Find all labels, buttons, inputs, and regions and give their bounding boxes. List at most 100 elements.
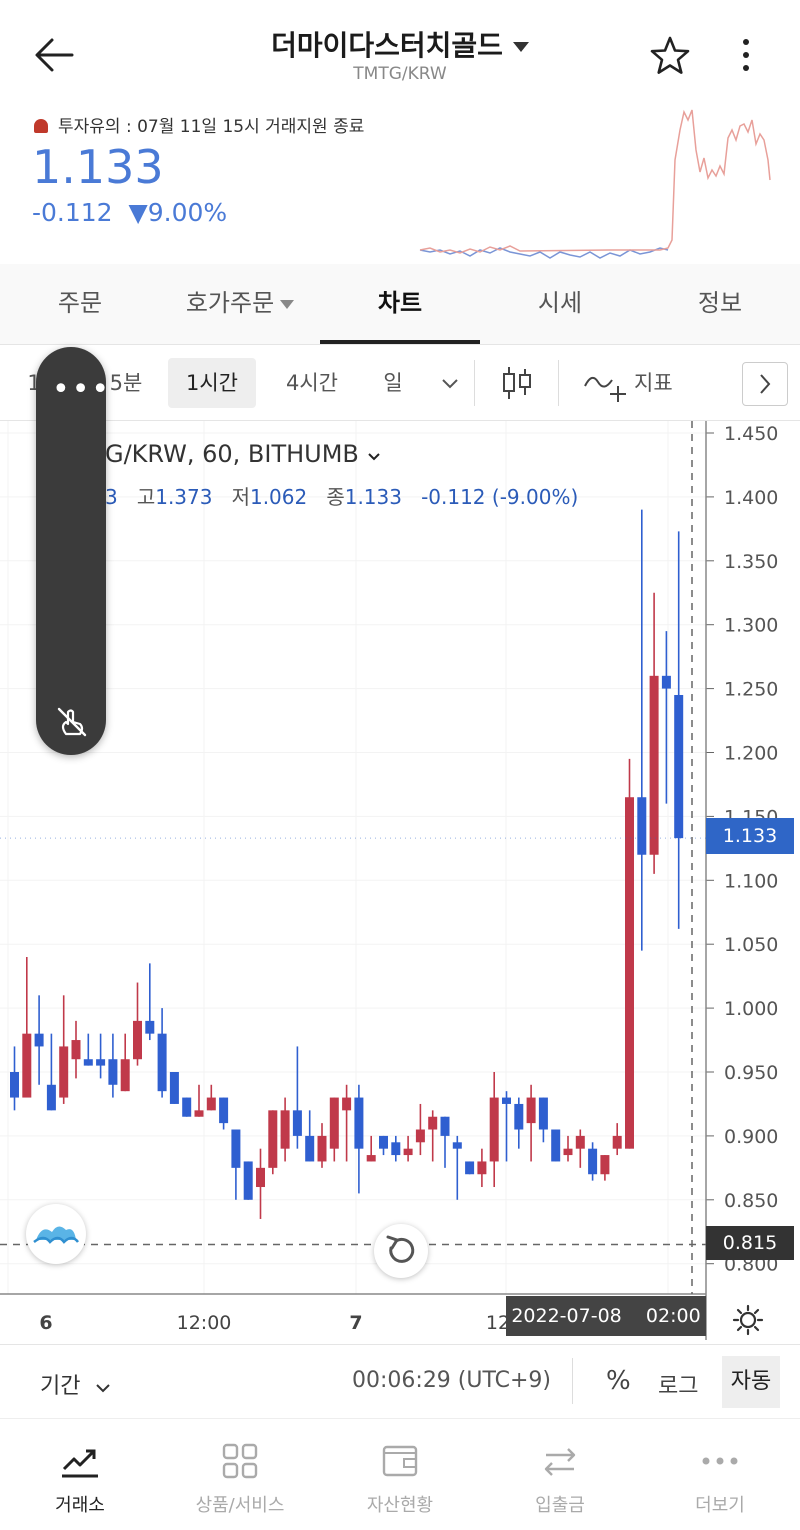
candle-body	[415, 1129, 425, 1143]
interval-dropdown[interactable]	[430, 358, 470, 408]
chart-type-button[interactable]	[494, 358, 540, 408]
candle-body	[120, 1059, 130, 1092]
divider	[572, 1358, 573, 1404]
x-tick-label: 6	[39, 1312, 52, 1334]
page-title[interactable]: 더마이다스터치골드	[0, 24, 800, 64]
percent-scale-toggle[interactable]: %	[606, 1366, 631, 1396]
candle-body	[157, 1033, 167, 1092]
chart-background	[0, 421, 800, 1294]
candle-body	[588, 1148, 598, 1175]
logo-icon	[33, 1226, 79, 1244]
candle-body	[575, 1135, 585, 1149]
log-scale-toggle[interactable]: 로그	[658, 1374, 699, 1399]
interval-day[interactable]: 일	[383, 371, 403, 395]
crosshair-time-tag: 2022-07-08 02:00	[506, 1296, 706, 1336]
candle-body	[305, 1135, 315, 1162]
candle-body	[194, 1110, 204, 1117]
bell-icon	[34, 119, 48, 133]
y-tick-label: 1.400	[724, 487, 778, 509]
y-tick-label: 1.350	[724, 551, 778, 573]
y-tick-label: 1.250	[724, 679, 778, 701]
candle-body	[292, 1110, 302, 1136]
back-button[interactable]	[30, 30, 80, 80]
candle-body	[538, 1097, 548, 1130]
nav-label: 더보기	[695, 1495, 745, 1516]
chevron-right-icon	[760, 374, 771, 394]
candle-body	[526, 1097, 536, 1124]
tab-info[interactable]: 정보	[697, 289, 743, 317]
tab-chart[interactable]: 차트	[320, 264, 480, 344]
tab-order[interactable]: 주문	[57, 289, 103, 317]
indicator-icon	[584, 376, 626, 402]
more-horizontal-icon[interactable]: •••	[52, 372, 112, 407]
floating-toolbar[interactable]	[36, 347, 106, 755]
y-tick-label: 1.300	[724, 615, 778, 637]
y-tick-label: 0.850	[724, 1190, 778, 1212]
y-tick-label: 1.450	[724, 423, 778, 445]
trend-icon	[62, 1449, 98, 1478]
nav-assets[interactable]: 자산현황	[320, 1419, 480, 1530]
y-tick-label: 1.000	[724, 998, 778, 1020]
candle-body	[329, 1097, 339, 1149]
candle-body	[391, 1142, 401, 1156]
candle-body	[231, 1129, 241, 1168]
chevron-down-icon	[442, 379, 458, 389]
brand-logo-button[interactable]	[26, 1204, 86, 1264]
candle-body	[489, 1097, 499, 1162]
toolbar-next-button[interactable]	[742, 362, 788, 406]
wallet-icon	[382, 1445, 418, 1477]
interval-5m[interactable]: 5분	[109, 371, 143, 395]
candle-body	[219, 1097, 229, 1124]
dropdown-caret-icon	[280, 299, 295, 309]
nav-label: 자산현황	[366, 1495, 434, 1516]
candle-body	[477, 1161, 487, 1175]
candle-body	[514, 1103, 524, 1130]
candle-body	[96, 1059, 106, 1066]
y-tick-label: 1.100	[724, 870, 778, 892]
more-icon	[702, 1457, 738, 1465]
chart-settings-button[interactable]	[732, 1304, 764, 1340]
sparkline-chart	[419, 109, 771, 259]
auto-scale-toggle[interactable]: 자동	[722, 1356, 780, 1408]
candlestick-icon	[503, 367, 531, 399]
candle-body	[551, 1129, 561, 1162]
timezone-clock[interactable]: 00:06:29 (UTC+9)	[352, 1368, 552, 1393]
tab-market[interactable]: 시세	[537, 289, 583, 317]
candle-body	[145, 1020, 155, 1034]
period-dropdown[interactable]: 기간	[40, 1368, 111, 1400]
divider	[0, 1344, 800, 1345]
nav-exchange[interactable]: 거래소	[0, 1419, 160, 1530]
y-tick-label: 0.900	[724, 1126, 778, 1148]
candle-body	[22, 1033, 32, 1098]
candle-body	[34, 1033, 44, 1047]
warning-notice: 투자유의 : 07월 11일 15시 거래지원 종료	[34, 112, 364, 137]
more-options-button[interactable]	[738, 36, 754, 80]
candle-body	[59, 1046, 69, 1098]
candle-body	[600, 1155, 610, 1175]
ohlc-legend: 3 고1.373 저1.062 종1.133 -0.112 (-9.00%)	[105, 485, 579, 509]
nav-products[interactable]: 상품/서비스	[160, 1419, 320, 1530]
favorite-button[interactable]	[648, 34, 692, 82]
interval-1h[interactable]: 1시간	[168, 358, 256, 408]
x-tick-label: 12	[486, 1312, 510, 1334]
candle-body	[342, 1097, 352, 1111]
candle-body	[317, 1135, 327, 1162]
transfer-icon	[544, 1448, 576, 1476]
candle-body	[649, 675, 659, 855]
reset-chart-button[interactable]	[374, 1224, 428, 1278]
chart-symbol-legend[interactable]: G/KRW, 60, BITHUMB	[105, 440, 381, 468]
interval-4h[interactable]: 4시간	[285, 371, 338, 395]
pair-subtitle: TMTG/KRW	[353, 64, 447, 84]
nav-transfer[interactable]: 입출금	[480, 1419, 640, 1530]
y-tick-label: 0.950	[724, 1062, 778, 1084]
nav-more[interactable]: 더보기	[640, 1419, 800, 1530]
indicator-button[interactable]: 지표	[582, 358, 692, 408]
x-tick-label: 12:00	[177, 1312, 232, 1334]
nav-label: 상품/서비스	[195, 1495, 285, 1516]
candlestick-chart[interactable]: 1.4501.4001.3501.3001.2501.2001.1501.100…	[0, 421, 800, 1344]
chevron-down-icon	[96, 1384, 111, 1393]
candle-body	[10, 1072, 19, 1098]
hide-button[interactable]	[54, 704, 90, 744]
candle-body	[625, 797, 634, 1149]
tab-orderbook-order[interactable]: 호가주문	[160, 264, 320, 344]
